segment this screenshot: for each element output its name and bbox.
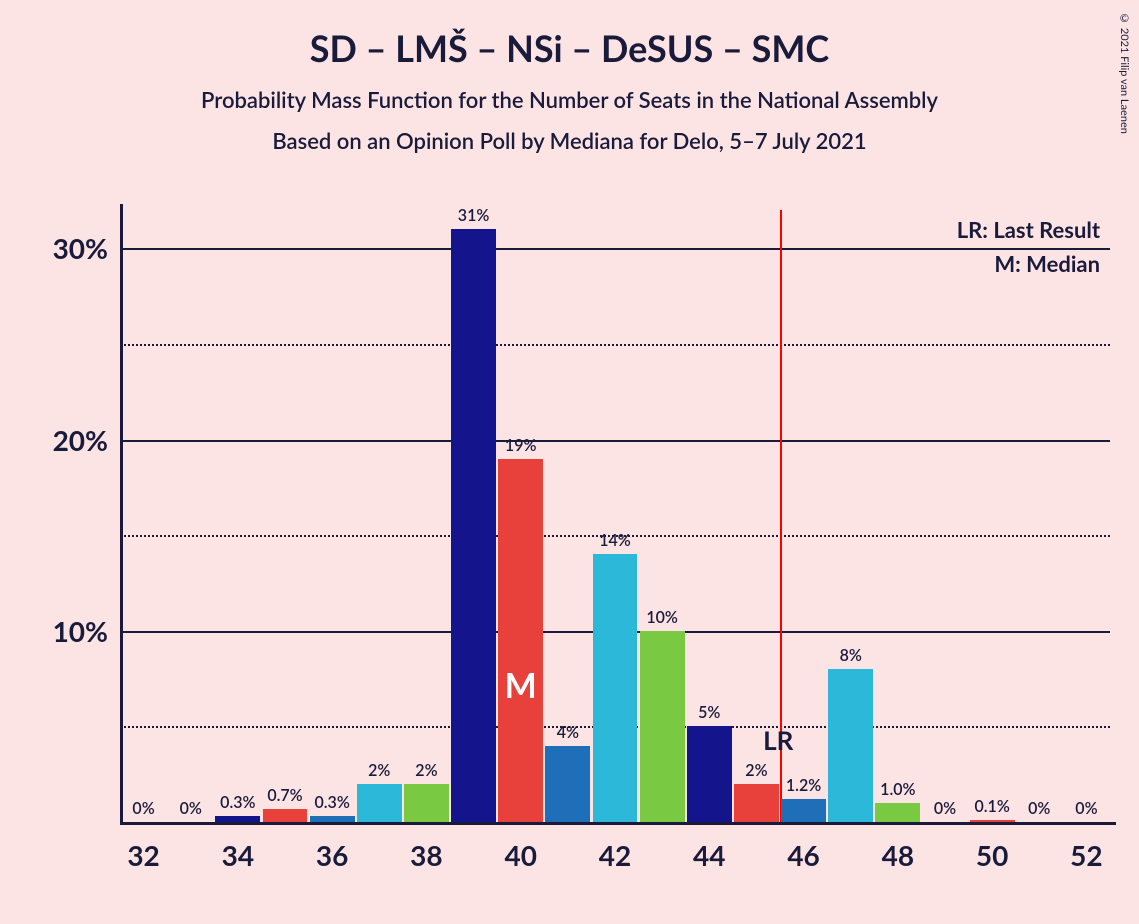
bar-seat-37: 2% bbox=[357, 784, 402, 822]
x-axis bbox=[120, 822, 1116, 825]
bar-value-label: 0% bbox=[1028, 799, 1050, 822]
copyright-text: © 2021 Filip van Laenen bbox=[1118, 12, 1131, 134]
bar-value-label: 2% bbox=[415, 761, 437, 784]
y-axis-label: 20% bbox=[53, 423, 120, 457]
bar-value-label: 0% bbox=[180, 799, 202, 822]
legend-median: M: Median bbox=[994, 250, 1100, 277]
x-axis-label: 42 bbox=[599, 822, 631, 872]
x-axis-label: 36 bbox=[316, 822, 348, 872]
bar-value-label: 2% bbox=[368, 761, 390, 784]
bar-seat-40: 19% bbox=[498, 459, 543, 822]
plot-area: 10%20%30%0%0%0.3%0.7%0.3%2%2%31%19%4%14%… bbox=[120, 210, 1110, 822]
bar-value-label: 0.7% bbox=[267, 786, 302, 809]
chart-title: SD – LMŠ – NSi – DeSUS – SMC bbox=[0, 26, 1139, 70]
x-axis-label: 38 bbox=[410, 822, 442, 872]
bar-seat-43: 10% bbox=[640, 631, 685, 822]
chart-subtitle-2: Based on an Opinion Poll by Mediana for … bbox=[0, 127, 1139, 154]
last-result-label: LR bbox=[763, 724, 793, 756]
bar-value-label: 2% bbox=[745, 761, 767, 784]
bar-value-label: 31% bbox=[458, 206, 490, 229]
y-axis bbox=[120, 204, 123, 822]
bar-seat-48: 1.0% bbox=[875, 803, 920, 822]
bar-value-label: 0% bbox=[934, 799, 956, 822]
x-axis-label: 46 bbox=[787, 822, 819, 872]
bar-seat-35: 0.7% bbox=[263, 809, 308, 822]
grid-major bbox=[120, 440, 1110, 442]
bar-value-label: 0.1% bbox=[974, 797, 1009, 820]
bar-seat-47: 8% bbox=[828, 669, 873, 822]
bar-value-label: 0.3% bbox=[220, 793, 255, 816]
bar-seat-38: 2% bbox=[404, 784, 449, 822]
bar-value-label: 1.2% bbox=[786, 776, 821, 799]
chart-subtitle-1: Probability Mass Function for the Number… bbox=[0, 86, 1139, 113]
bar-value-label: 0.3% bbox=[314, 793, 349, 816]
chart-container: © 2021 Filip van Laenen SD – LMŠ – NSi –… bbox=[0, 0, 1139, 924]
bar-value-label: 8% bbox=[840, 646, 862, 669]
x-axis-label: 48 bbox=[882, 822, 914, 872]
y-axis-label: 30% bbox=[53, 231, 120, 265]
x-axis-label: 52 bbox=[1070, 822, 1102, 872]
grid-major bbox=[120, 248, 1110, 250]
bar-value-label: 1.0% bbox=[880, 780, 915, 803]
bar-seat-46: 1.2% bbox=[781, 799, 826, 822]
x-axis-label: 34 bbox=[222, 822, 254, 872]
x-axis-label: 50 bbox=[976, 822, 1008, 872]
bar-value-label: 0% bbox=[132, 799, 154, 822]
bar-seat-44: 5% bbox=[687, 726, 732, 822]
bar-value-label: 19% bbox=[505, 436, 537, 459]
bar-value-label: 0% bbox=[1075, 799, 1097, 822]
bar-seat-42: 14% bbox=[593, 554, 638, 822]
bar-value-label: 5% bbox=[698, 703, 720, 726]
y-axis-label: 10% bbox=[53, 614, 120, 648]
bar-value-label: 14% bbox=[599, 531, 631, 554]
x-axis-label: 40 bbox=[504, 822, 536, 872]
median-marker: M bbox=[505, 665, 537, 706]
bar-seat-45: 2% bbox=[734, 784, 779, 822]
bar-value-label: 4% bbox=[557, 723, 579, 746]
bar-seat-39: 31% bbox=[451, 229, 496, 822]
bar-seat-41: 4% bbox=[545, 746, 590, 823]
bar-value-label: 10% bbox=[646, 608, 678, 631]
x-axis-label: 32 bbox=[127, 822, 159, 872]
grid-minor bbox=[120, 344, 1110, 346]
x-axis-label: 44 bbox=[693, 822, 725, 872]
legend-last-result: LR: Last Result bbox=[957, 216, 1100, 243]
